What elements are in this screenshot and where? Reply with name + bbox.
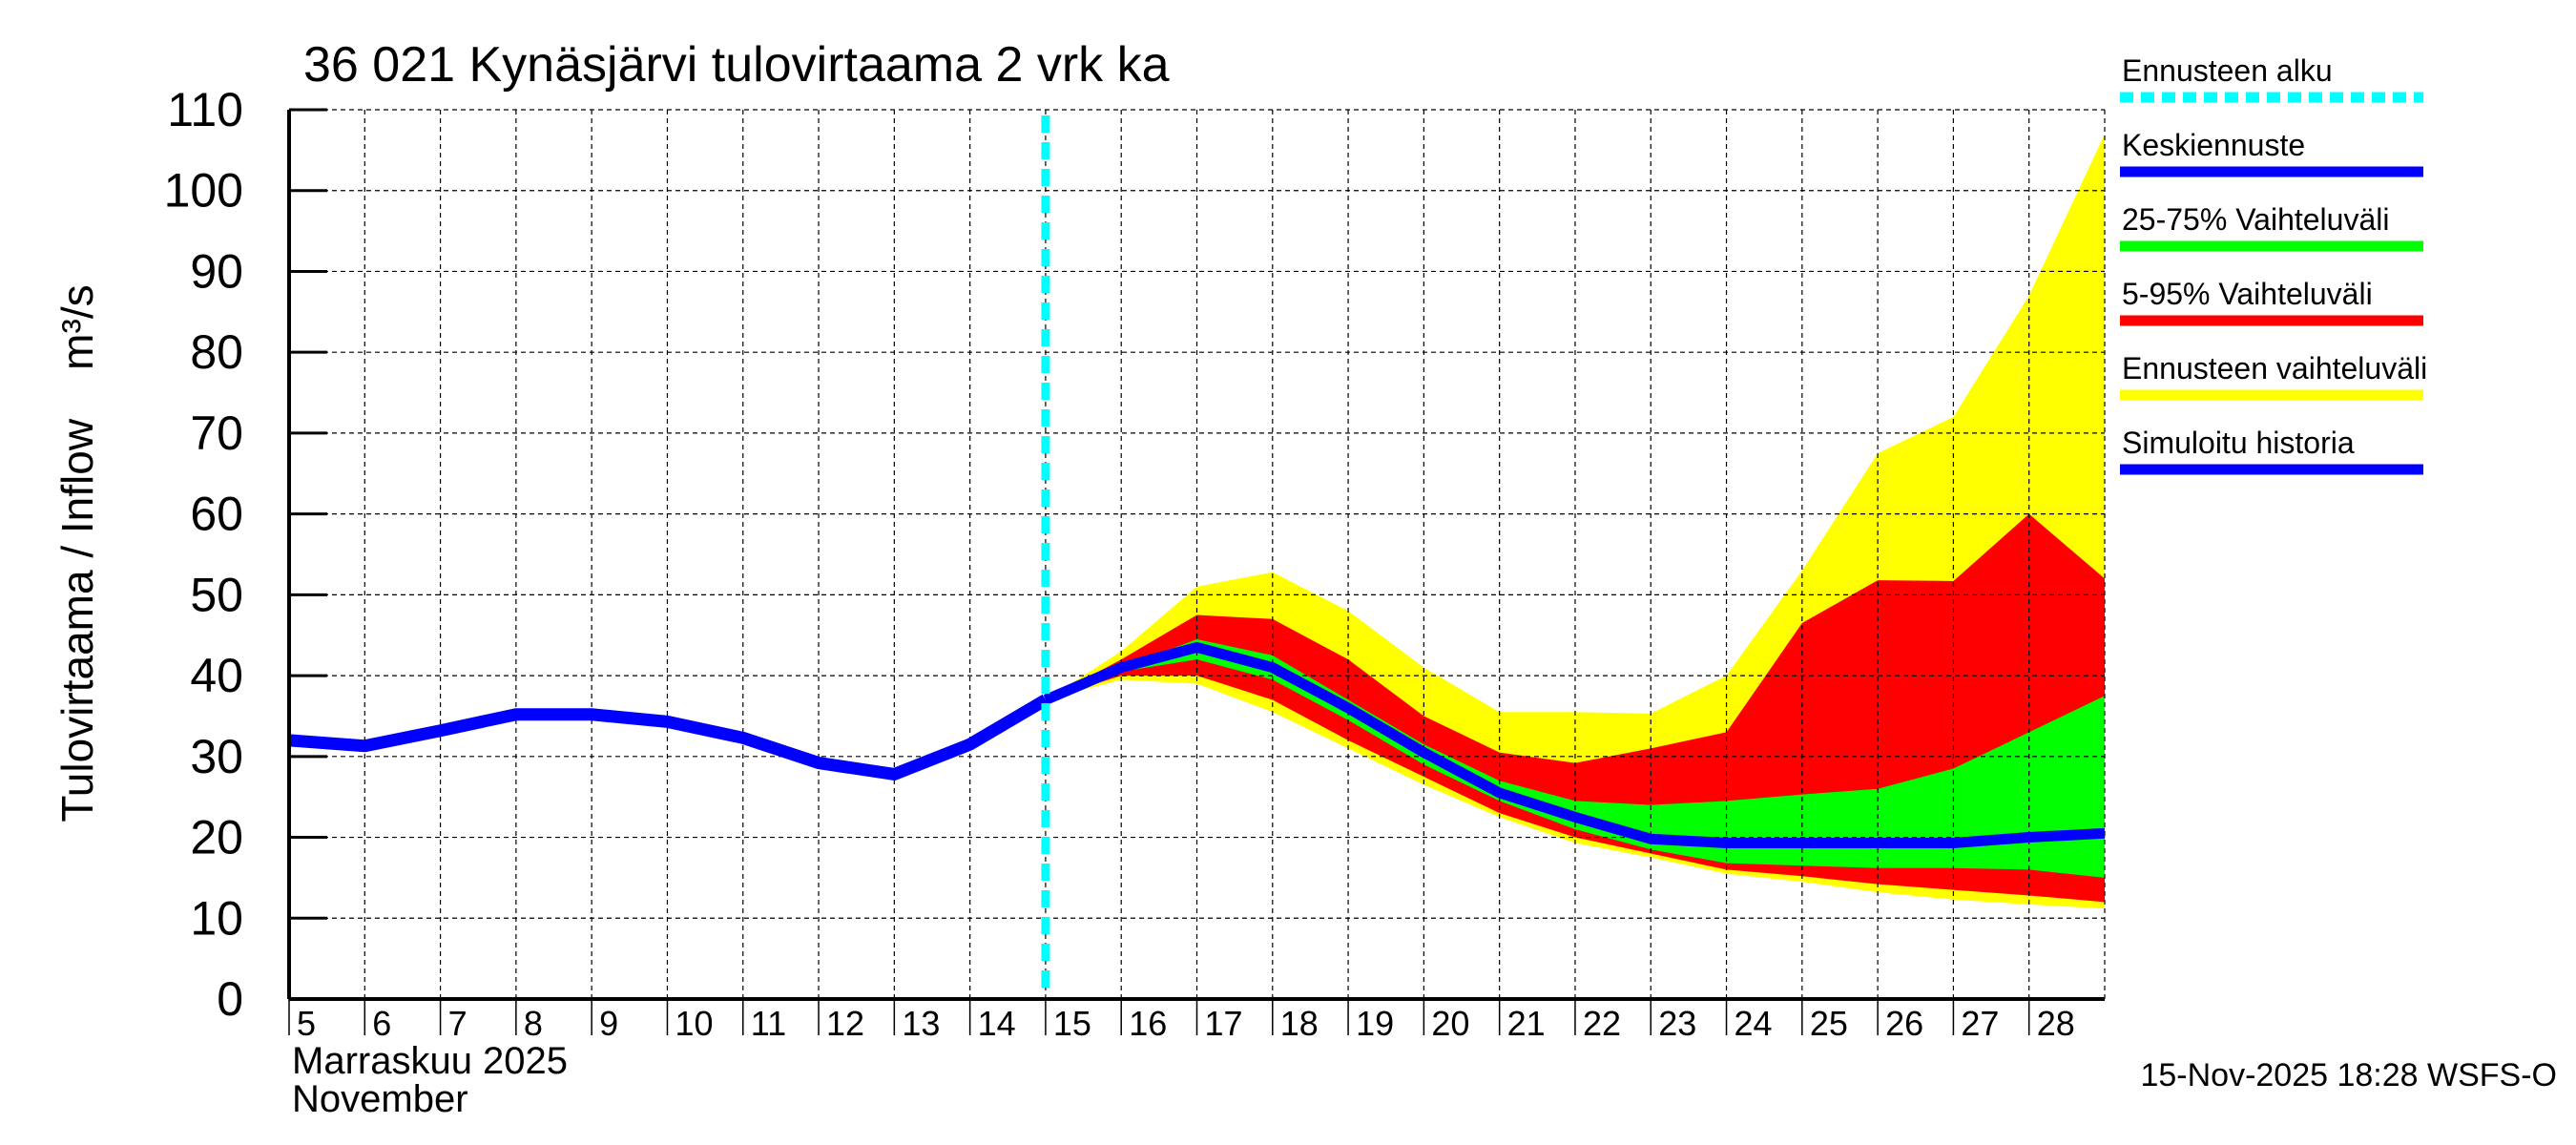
y-tick-label: 30 xyxy=(190,730,243,783)
x-tick-label: 5 xyxy=(297,1004,316,1043)
x-tick-label: 27 xyxy=(1961,1004,1999,1043)
x-tick-label: 20 xyxy=(1431,1004,1469,1043)
axes: 0 10 20 30 40 50 60 70 80 90 100 110 5 6 7 8 9 10 11 12 13 14… xyxy=(164,83,2105,1043)
simulated-history-line xyxy=(288,694,1049,781)
y-tick-label: 70 xyxy=(190,406,243,460)
x-tick-label: 23 xyxy=(1658,1004,1696,1043)
x-axis-month-label: Marraskuu 2025 xyxy=(292,1040,568,1082)
x-tick-label: 14 xyxy=(978,1004,1016,1043)
y-tick-label: 20 xyxy=(190,811,243,864)
x-axis-month-label-en: November xyxy=(292,1078,468,1120)
x-tick-label: 24 xyxy=(1735,1004,1773,1043)
x-tick-label: 11 xyxy=(751,1004,786,1043)
y-axis-label: Tulovirtaama / Inflow m³/s xyxy=(52,284,102,822)
x-tick-label: 16 xyxy=(1129,1004,1167,1043)
y-tick-label: 60 xyxy=(190,488,243,541)
x-tick-label: 8 xyxy=(524,1004,543,1043)
y-tick-label: 50 xyxy=(190,568,243,621)
x-tick-label: 18 xyxy=(1280,1004,1319,1043)
x-tick-label: 7 xyxy=(448,1004,467,1043)
x-tick-label: 10 xyxy=(675,1004,713,1043)
x-tick-label: 6 xyxy=(372,1004,391,1043)
legend-label: 5-95% Vaihteluväli xyxy=(2122,277,2373,311)
y-tick-label: 40 xyxy=(190,649,243,702)
y-tick-label: 100 xyxy=(164,164,243,218)
x-tick-label: 26 xyxy=(1885,1004,1923,1043)
x-tick-label: 15 xyxy=(1053,1004,1091,1043)
y-tick-label: 10 xyxy=(190,891,243,945)
x-tick-label: 22 xyxy=(1583,1004,1621,1043)
x-tick-label: 21 xyxy=(1507,1004,1546,1043)
p25-75-band xyxy=(1045,638,2105,878)
legend-label: Ennusteen alku xyxy=(2122,53,2333,88)
series-lines xyxy=(288,115,2106,999)
x-tick-label: 13 xyxy=(902,1004,940,1043)
y-tick-label: 90 xyxy=(190,244,243,298)
x-tick-label: 12 xyxy=(826,1004,864,1043)
y-tick-label: 110 xyxy=(167,83,243,136)
y-tick-label: 0 xyxy=(217,972,243,1026)
legend: Ennusteen alku Keskiennuste 25-75% Vaihtel… xyxy=(2120,53,2427,475)
x-tick-label: 17 xyxy=(1205,1004,1243,1043)
grid xyxy=(289,109,2106,999)
y-tick-label: 80 xyxy=(190,325,243,379)
footer-timestamp: 15-Nov-2025 18:28 WSFS-O xyxy=(2140,1057,2557,1093)
x-tick-label: 9 xyxy=(599,1004,618,1043)
legend-label: 25-75% Vaihteluväli xyxy=(2122,202,2389,237)
x-tick-label: 19 xyxy=(1356,1004,1394,1043)
legend-label: Simuloitu historia xyxy=(2122,426,2355,460)
legend-label: Ennusteen vaihteluväli xyxy=(2122,351,2427,385)
forecast-bands xyxy=(1045,134,2105,909)
chart-title: 36 021 Kynäsjärvi tulovirtaama 2 vrk ka xyxy=(303,37,1170,93)
x-tick-label: 25 xyxy=(1810,1004,1848,1043)
legend-label: Keskiennuste xyxy=(2122,128,2305,162)
forecast-mean-line xyxy=(1043,641,2106,848)
x-tick-label: 28 xyxy=(2037,1004,2075,1043)
